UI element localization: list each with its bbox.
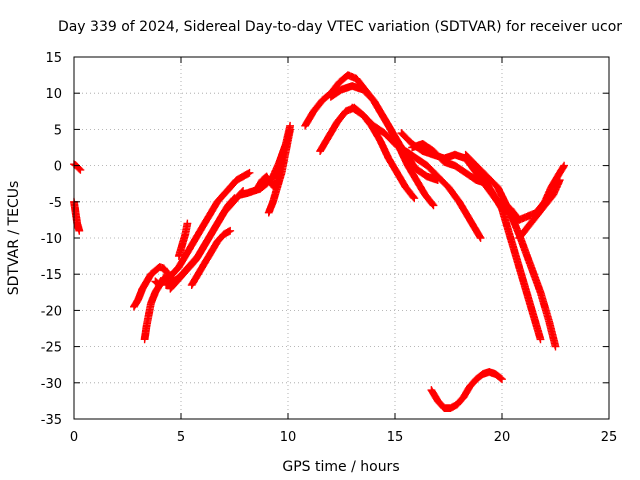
data-point-markers: [166, 194, 239, 293]
x-tick-label: 10: [280, 430, 297, 445]
y-tick-labels: 15 10 5 0 -5 -10 -15 -20 -25 -30 -35: [41, 51, 62, 428]
series-arc-19: [466, 158, 545, 344]
series-arc-1: [70, 160, 85, 174]
x-tick-labels: 0 5 10 15 20 25: [70, 430, 617, 445]
data-point-markers: [130, 263, 173, 311]
series-arc-8: [174, 219, 192, 260]
series-arc-16: [348, 103, 485, 242]
series-arc-23: [427, 368, 506, 412]
y-axis-title: SDTVAR / TECUs: [6, 181, 22, 296]
series-arc-7: [166, 194, 239, 293]
x-tick-label: 0: [70, 430, 78, 445]
series-arc-9: [187, 226, 235, 289]
data-marks: [70, 71, 568, 412]
series-arc-5: [151, 168, 254, 289]
axis-ticks: [73, 56, 610, 420]
grid-lines: [74, 57, 609, 419]
y-tick-label: -25: [41, 341, 62, 356]
data-point-markers: [264, 125, 294, 217]
data-point-markers: [348, 103, 485, 242]
chart-title: Day 339 of 2024, Sidereal Day-to-day VTE…: [58, 19, 622, 35]
y-tick-label: -15: [41, 268, 62, 283]
data-point-markers: [151, 168, 254, 289]
y-tick-label: -30: [41, 377, 62, 392]
data-point-markers: [70, 160, 85, 174]
series-arc-12: [264, 125, 294, 217]
data-point-markers: [515, 176, 564, 242]
data-point-markers: [187, 226, 235, 289]
y-tick-label: 10: [45, 87, 62, 102]
x-tick-label: 20: [494, 430, 511, 445]
series-arc-2: [70, 197, 84, 235]
y-tick-label: -5: [49, 196, 62, 211]
data-point-markers: [408, 140, 491, 188]
data-point-markers: [70, 197, 84, 235]
y-tick-label: -20: [41, 304, 62, 319]
y-tick-label: 0: [54, 160, 62, 175]
series-arc-3: [130, 263, 173, 311]
x-tick-label: 25: [601, 430, 618, 445]
data-point-markers: [174, 219, 192, 260]
series-arc-18: [408, 140, 491, 188]
series-arc-22: [515, 176, 564, 242]
y-tick-label: 15: [45, 51, 62, 66]
x-tick-label: 5: [177, 430, 185, 445]
data-point-markers: [466, 158, 545, 344]
y-tick-label: 5: [54, 123, 62, 138]
y-tick-label: -35: [41, 413, 62, 428]
data-point-markers: [427, 368, 506, 412]
x-axis-title: GPS time / hours: [282, 459, 399, 475]
y-tick-label: -10: [41, 232, 62, 247]
x-tick-label: 15: [387, 430, 404, 445]
